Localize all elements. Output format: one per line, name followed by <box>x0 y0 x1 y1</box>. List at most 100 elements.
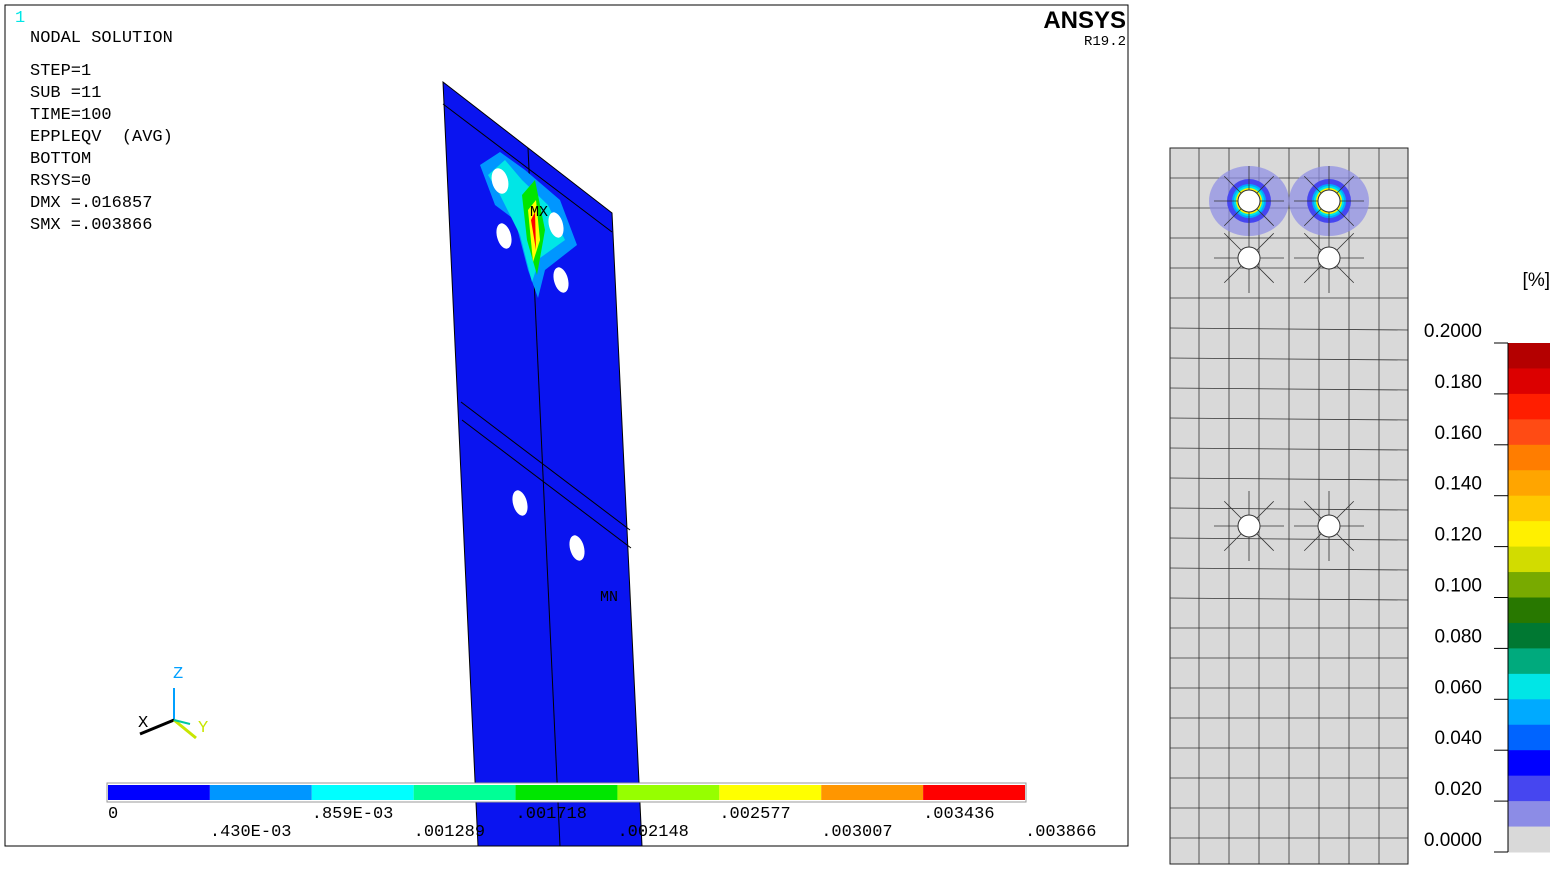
mesh-line <box>1169 387 1409 391</box>
mesh-line <box>1256 208 1275 227</box>
mesh-line <box>1303 265 1322 284</box>
mesh-line <box>1336 208 1355 227</box>
legend-swatch <box>1508 393 1550 420</box>
legend-swatch <box>1508 597 1550 624</box>
max-marker: MX <box>530 204 548 221</box>
legend-label: .859E-03 <box>312 805 394 824</box>
mesh-line <box>1303 500 1322 519</box>
unit-label: [%] <box>1523 270 1550 291</box>
legend-swatch <box>923 785 1025 800</box>
legend-swatch <box>617 785 720 800</box>
mesh-line <box>1169 357 1409 361</box>
triad <box>139 688 197 740</box>
mesh-line <box>1223 208 1242 227</box>
mesh-line <box>1223 500 1242 519</box>
legend-label: .001289 <box>414 823 485 842</box>
legend-label: 0.120 <box>1434 525 1482 546</box>
mesh-view <box>1169 147 1409 865</box>
legend-label: 0.2000 <box>1424 321 1482 342</box>
legend-swatch <box>1508 750 1550 777</box>
mesh-line <box>1169 507 1409 511</box>
mesh-line <box>1256 533 1275 552</box>
legend-label: 0 <box>108 805 118 824</box>
mesh-line <box>1169 327 1409 331</box>
legend-swatch <box>1508 444 1550 471</box>
legend-swatch <box>1508 826 1550 853</box>
hole <box>1237 514 1261 538</box>
legend-label: 0.140 <box>1434 474 1482 495</box>
mesh-line <box>1303 232 1322 251</box>
legend-label: 0.040 <box>1434 728 1482 749</box>
mesh-line <box>1169 417 1409 421</box>
mesh-line <box>1169 447 1409 451</box>
legend-label: .003436 <box>923 805 994 824</box>
info-line: NODAL SOLUTION <box>30 29 173 48</box>
info-line: SUB =11 <box>30 84 101 103</box>
min-marker: MN <box>600 589 618 606</box>
legend-swatch <box>1508 801 1550 828</box>
hole <box>1237 189 1261 213</box>
legend-swatch <box>1508 724 1550 751</box>
legend-label: 0.0000 <box>1424 830 1482 851</box>
mesh-line <box>1256 500 1275 519</box>
legend-swatch <box>515 785 618 800</box>
legend-swatch <box>1508 699 1550 726</box>
legend-swatch <box>209 785 312 800</box>
mesh-line <box>1336 232 1355 251</box>
legend-swatch <box>1508 572 1550 598</box>
legend-bar-vertical: 0.2000 0.180 0.160 0.140 0.120 0.100 0.080 0.06… <box>1424 321 1550 853</box>
legend-swatch <box>1508 775 1550 802</box>
info-line: TIME=100 <box>30 106 112 125</box>
legend-swatch <box>1508 495 1550 522</box>
legend-label: 0.020 <box>1434 779 1482 800</box>
legend-swatch <box>1508 343 1550 369</box>
hole <box>1317 189 1341 213</box>
legend-swatch <box>311 785 414 800</box>
hole <box>1317 514 1341 538</box>
legend-swatch <box>1508 470 1550 497</box>
legend-swatch <box>1508 673 1550 700</box>
mesh-line <box>1169 567 1409 571</box>
legend-swatch <box>413 785 516 800</box>
info-line: EPPLEQV (AVG) <box>30 128 173 147</box>
axis-label-y: Y <box>198 719 208 738</box>
mesh-line <box>1169 597 1409 601</box>
legend-swatch <box>108 785 210 800</box>
legend-label: 0.100 <box>1434 576 1482 597</box>
mesh-line <box>1169 477 1409 481</box>
legend-label: .003866 <box>1025 823 1096 842</box>
mesh-line <box>1336 265 1355 284</box>
window-number: 1 <box>15 9 25 28</box>
mesh-line <box>1223 175 1242 194</box>
mesh-line <box>1223 533 1242 552</box>
release: R19.2 <box>1084 34 1126 50</box>
info-line: SMX =.003866 <box>30 216 152 235</box>
info-line: DMX =.016857 <box>30 194 152 213</box>
info-line: BOTTOM <box>30 150 91 169</box>
mesh-line <box>1303 175 1322 194</box>
legend-swatch <box>1508 368 1550 395</box>
legend-label: .002148 <box>617 823 688 842</box>
legend-label: .003007 <box>821 823 892 842</box>
mesh-line <box>1336 500 1355 519</box>
mesh-line <box>1303 533 1322 552</box>
mesh-line <box>1169 537 1409 541</box>
legend-label: 0.180 <box>1434 372 1482 393</box>
legend-label: 0.160 <box>1434 423 1482 444</box>
info-line: RSYS=0 <box>30 172 91 191</box>
legend-swatch <box>1508 648 1550 675</box>
legend-label: .001718 <box>516 805 587 824</box>
legend-label: 0.080 <box>1434 626 1482 647</box>
mesh-line <box>1336 175 1355 194</box>
legend-swatch <box>1508 521 1550 548</box>
legend-label: 0.060 <box>1434 677 1482 698</box>
legend-swatch <box>1508 622 1550 649</box>
mesh-line <box>1256 232 1275 251</box>
legend-label: .430E-03 <box>210 823 292 842</box>
mesh-line <box>1223 265 1242 284</box>
legend-swatch <box>821 785 924 800</box>
info-line: STEP=1 <box>30 62 91 81</box>
axis-label-z: Z <box>173 665 183 684</box>
hole <box>1317 246 1341 270</box>
